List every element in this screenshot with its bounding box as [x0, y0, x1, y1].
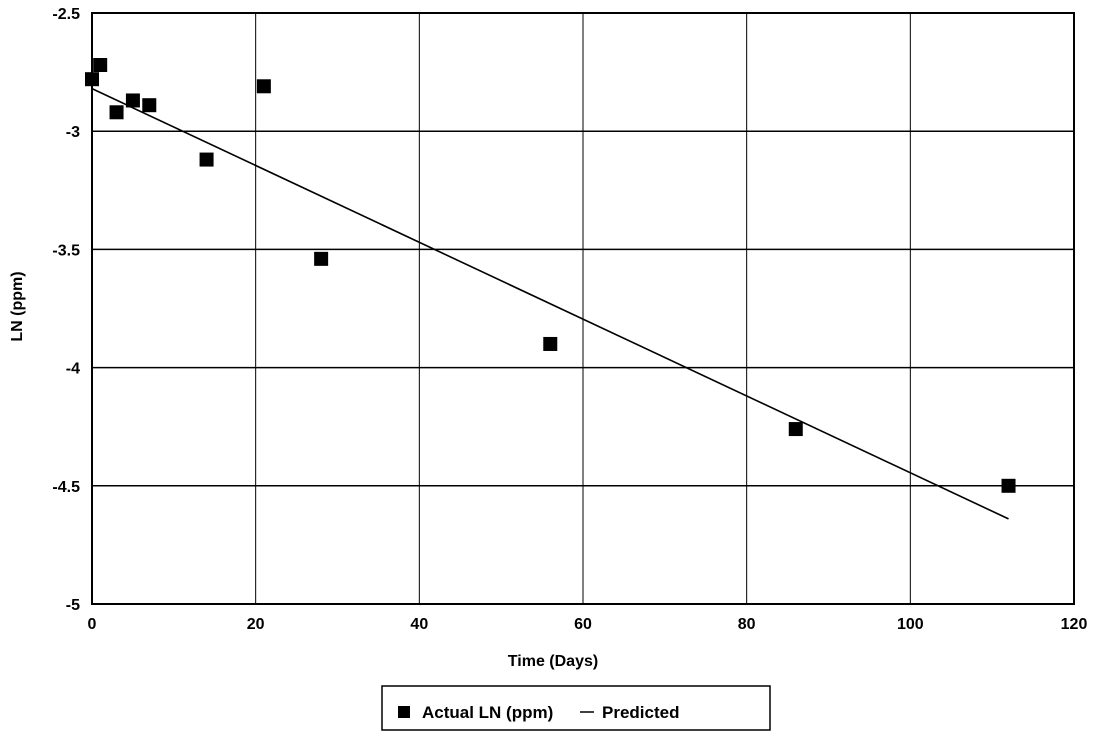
- y-tick-label: -4: [66, 361, 80, 378]
- y-axis-title: LN (ppm): [9, 271, 26, 341]
- y-tick-label: -3: [66, 124, 80, 141]
- data-point: [543, 336, 558, 351]
- grid: [91, 12, 1075, 605]
- legend-label-actual: Actual LN (ppm): [422, 703, 553, 722]
- x-tick-label: 120: [1061, 616, 1088, 633]
- plot-area-frame: [91, 12, 1075, 605]
- legend-label-predicted: Predicted: [602, 703, 679, 722]
- x-tick-label: 80: [738, 616, 756, 633]
- data-point: [109, 105, 124, 120]
- legend: Actual LN (ppm) Predicted: [381, 685, 771, 731]
- x-tick-label: 0: [88, 616, 97, 633]
- predicted-line: [91, 87, 1009, 520]
- y-axis-ticks: -2.5 -3 -3.5 -4 -4.5 -5: [52, 6, 80, 614]
- data-point: [142, 98, 157, 113]
- actual-series: [85, 58, 1016, 493]
- y-tick-label: -2.5: [52, 6, 80, 23]
- data-point: [199, 152, 214, 167]
- y-tick-label: -4.5: [52, 479, 80, 496]
- x-tick-label: 20: [247, 616, 265, 633]
- data-point: [256, 79, 271, 94]
- data-point: [85, 72, 99, 87]
- x-tick-label: 60: [574, 616, 592, 633]
- legend-marker-actual: [398, 706, 410, 718]
- x-axis-title: Time (Days): [508, 653, 598, 670]
- x-axis-ticks: 0 20 40 60 80 100 120: [88, 616, 1088, 633]
- data-point: [93, 58, 108, 73]
- y-tick-label: -3.5: [52, 242, 80, 259]
- x-tick-label: 100: [897, 616, 924, 633]
- y-tick-label: -5: [66, 597, 80, 614]
- data-point: [1001, 478, 1016, 493]
- x-tick-label: 40: [410, 616, 428, 633]
- data-point: [788, 422, 803, 437]
- legend-box: [381, 685, 771, 731]
- data-point: [314, 251, 329, 266]
- data-point: [125, 93, 140, 108]
- predicted-series: [91, 87, 1009, 520]
